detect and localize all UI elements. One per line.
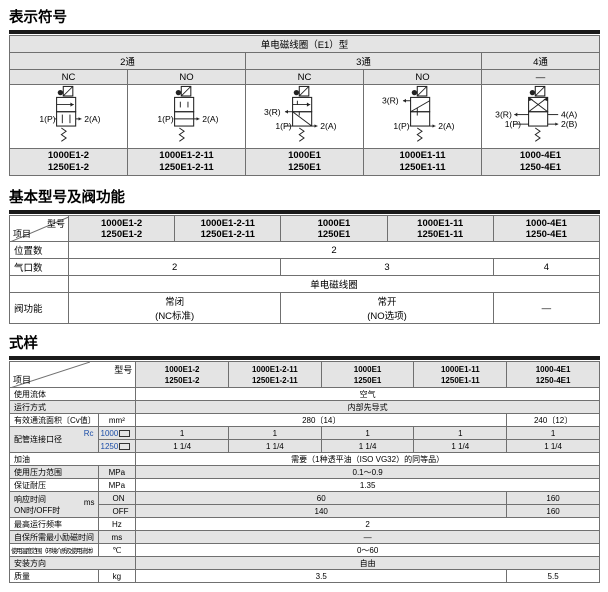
svg-text:2(A): 2(A) (320, 121, 336, 131)
svg-text:2(A): 2(A) (84, 114, 100, 124)
svg-text:1(P): 1(P) (393, 121, 409, 131)
svg-text:2(A): 2(A) (438, 121, 454, 131)
svg-text:3(R): 3(R) (381, 96, 398, 106)
svg-text:1(P): 1(P) (157, 114, 173, 124)
svg-text:1(P): 1(P) (39, 114, 55, 124)
svg-text:2(A): 2(A) (202, 114, 218, 124)
svg-text:4(A): 4(A) (561, 109, 577, 119)
svg-text:3(R): 3(R) (263, 107, 280, 117)
svg-text:3(R): 3(R) (495, 109, 512, 119)
svg-text:2(B): 2(B) (561, 119, 577, 129)
